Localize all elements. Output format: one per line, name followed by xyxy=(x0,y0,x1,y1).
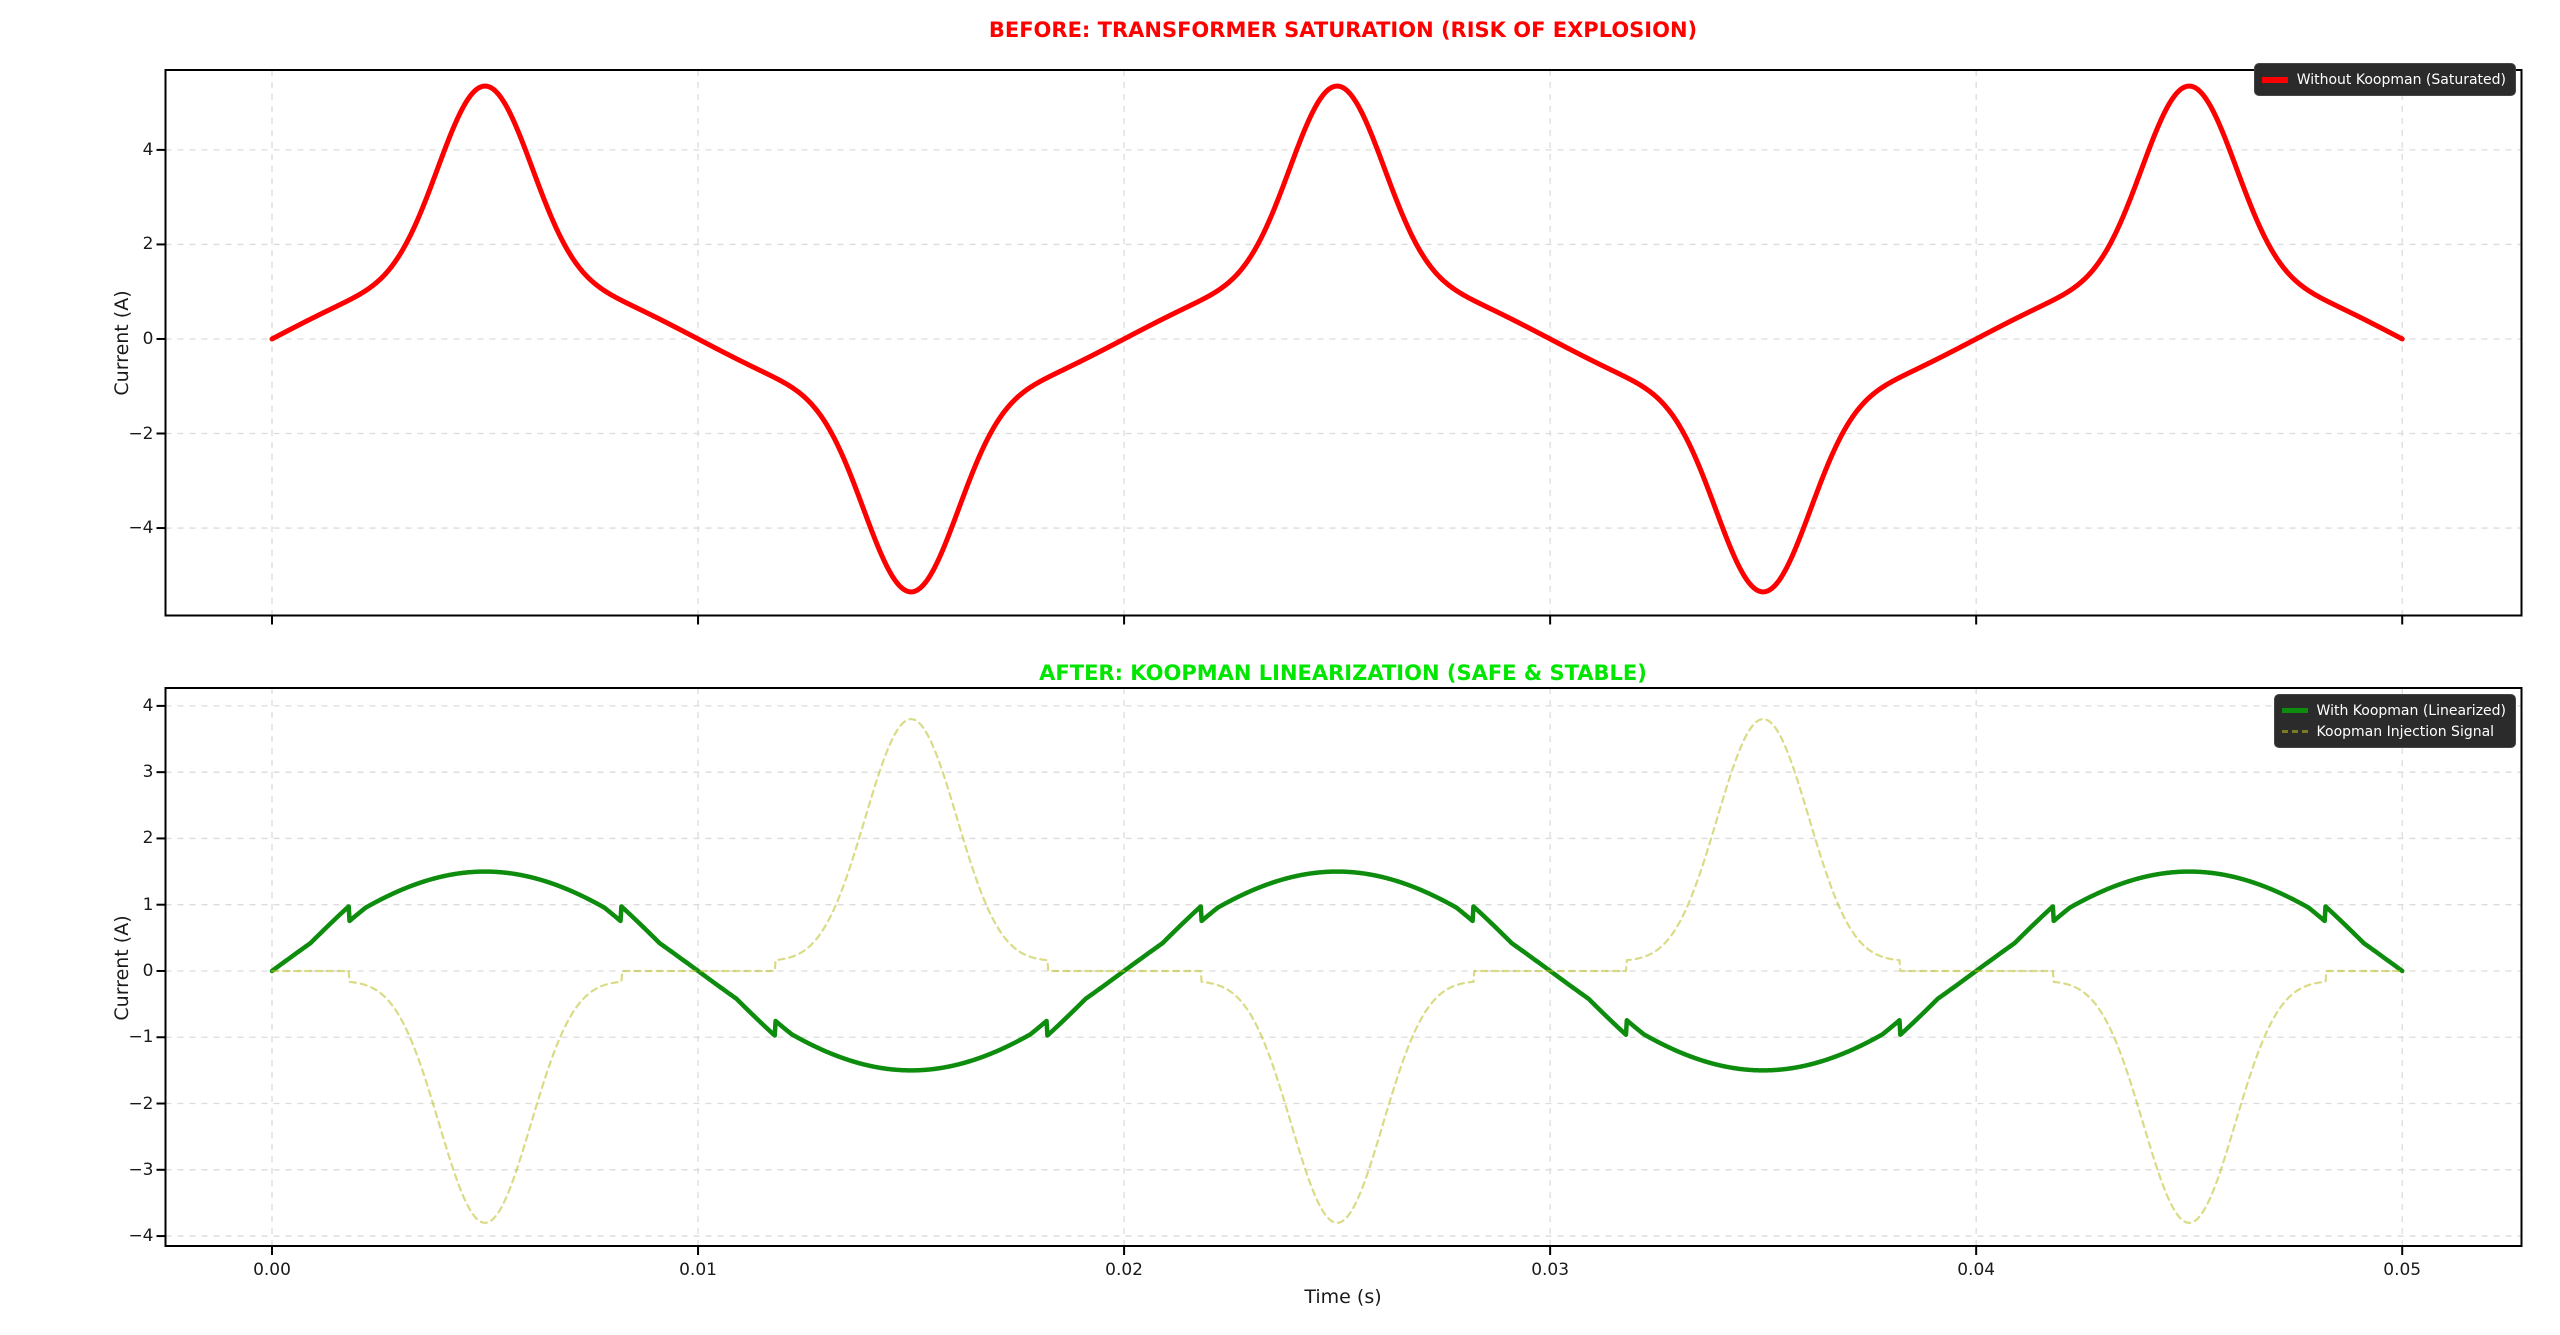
y-tick-label: −3 xyxy=(128,1159,154,1180)
linearized-current-line xyxy=(269,869,2405,1073)
x-tick-label: 0.01 xyxy=(679,1260,717,1280)
x-tick-label: 0.05 xyxy=(2383,1260,2422,1280)
x-axis-label: Time (s) xyxy=(1304,1286,1382,1308)
grid-after xyxy=(165,688,2522,1246)
after-chart-legend: With Koopman (Linearized) Koopman Inject… xyxy=(2273,694,2516,748)
y-tick-label: 4 xyxy=(142,695,154,716)
legend-label: Without Koopman (Saturated) xyxy=(2296,71,2506,88)
legend-entry-linearized: With Koopman (Linearized) xyxy=(2281,700,2506,721)
tick-marks-after xyxy=(156,704,2404,1255)
before-chart-title: BEFORE: TRANSFORMER SATURATION (RISK OF … xyxy=(988,18,1698,42)
y-tick-label: 2 xyxy=(142,234,154,255)
y-tick-label: 2 xyxy=(142,828,154,849)
grid-before xyxy=(165,70,2522,616)
after-chart-title: AFTER: KOOPMAN LINEARIZATION (SAFE & STA… xyxy=(1039,661,1647,685)
injection-line-swatch xyxy=(2281,730,2308,733)
linearized-line-swatch xyxy=(2281,708,2308,713)
saturated-line-swatch xyxy=(2261,76,2288,83)
y-tick-label: −2 xyxy=(128,423,154,444)
x-tick-label: 0.04 xyxy=(1957,1260,1996,1280)
axes-spine xyxy=(164,687,2523,1247)
y-tick-label: 3 xyxy=(142,762,154,783)
y-tick-label: −2 xyxy=(128,1093,154,1114)
injection-signal-line xyxy=(270,718,2404,1224)
y-tick-label: 0 xyxy=(142,960,154,981)
saturated-current-line xyxy=(269,83,2405,595)
legend-entry-saturated: Without Koopman (Saturated) xyxy=(2261,69,2506,90)
x-tick-label: 0.03 xyxy=(1531,1260,1570,1280)
y-tick-label: −4 xyxy=(128,1226,154,1247)
x-tick-label: 0.02 xyxy=(1105,1260,1144,1280)
y-tick-label: −4 xyxy=(128,518,154,539)
legend-label: With Koopman (Linearized) xyxy=(2316,702,2506,719)
axes-spine xyxy=(164,69,2523,617)
legend-label: Koopman Injection Signal xyxy=(2316,723,2495,740)
legend-entry-injection: Koopman Injection Signal xyxy=(2281,721,2506,742)
y-tick-label: −1 xyxy=(128,1027,154,1048)
x-tick-label: 0.00 xyxy=(253,1260,291,1280)
tick-marks-before xyxy=(156,148,2404,625)
before-chart-legend: Without Koopman (Saturated) xyxy=(2253,63,2516,96)
y-tick-label: 0 xyxy=(142,328,154,349)
y-tick-label: 4 xyxy=(142,139,154,160)
y-tick-label: 1 xyxy=(142,894,154,915)
